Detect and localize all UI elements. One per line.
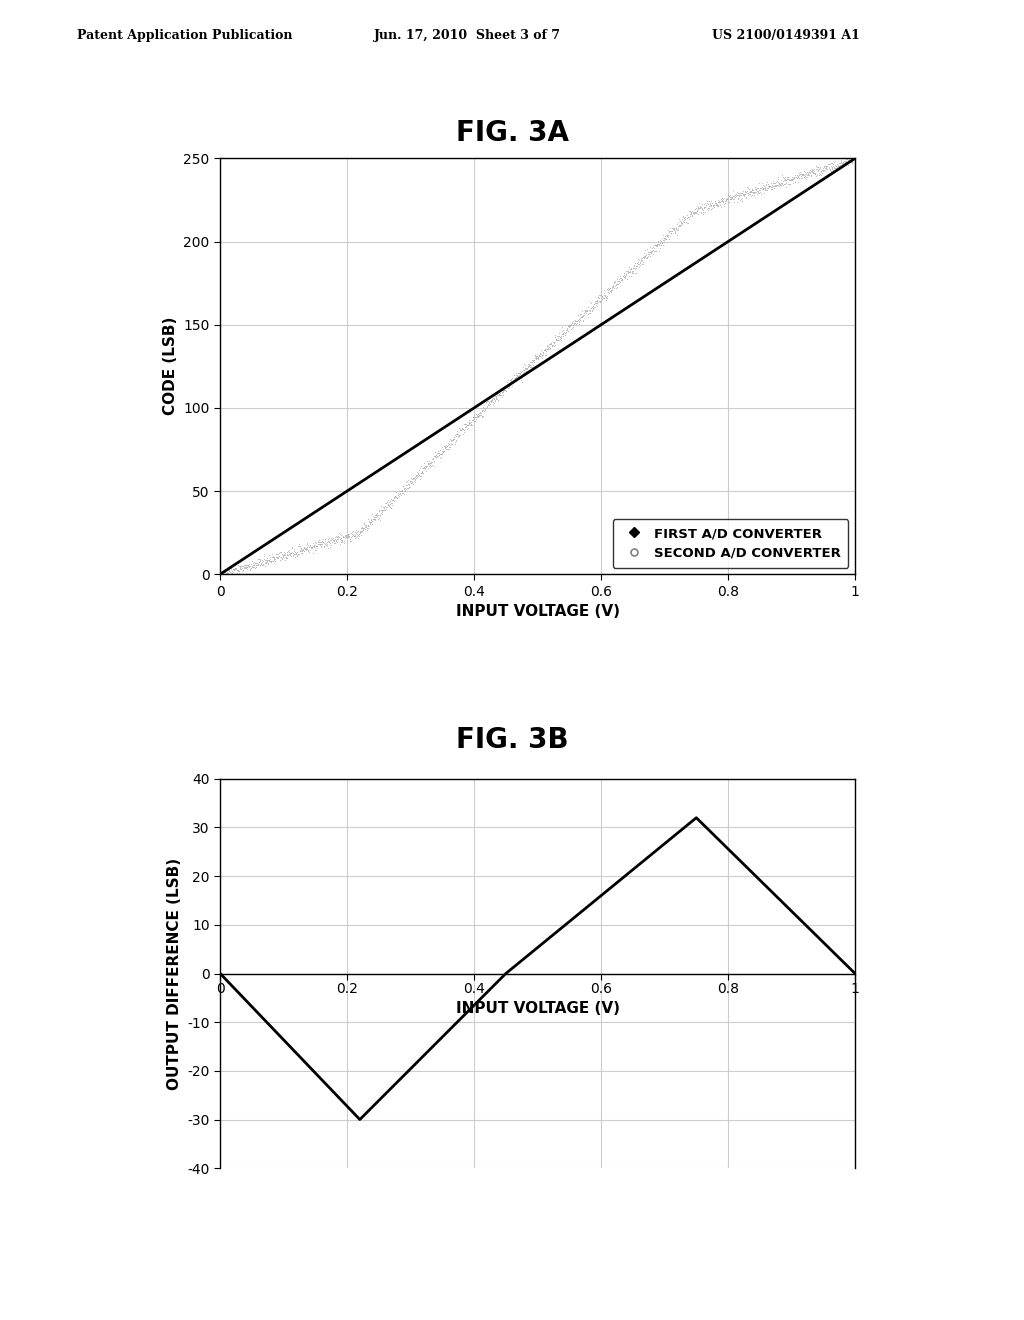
Text: Patent Application Publication: Patent Application Publication [77, 29, 292, 42]
X-axis label: INPUT VOLTAGE (V): INPUT VOLTAGE (V) [456, 605, 620, 619]
Y-axis label: CODE (LSB): CODE (LSB) [163, 317, 178, 416]
Legend: FIRST A/D CONVERTER, SECOND A/D CONVERTER: FIRST A/D CONVERTER, SECOND A/D CONVERTE… [612, 519, 849, 568]
Text: FIG. 3B: FIG. 3B [456, 726, 568, 754]
Y-axis label: OUTPUT DIFFERENCE (LSB): OUTPUT DIFFERENCE (LSB) [167, 858, 181, 1089]
X-axis label: INPUT VOLTAGE (V): INPUT VOLTAGE (V) [456, 1002, 620, 1016]
Text: US 2100/0149391 A1: US 2100/0149391 A1 [712, 29, 859, 42]
Text: FIG. 3A: FIG. 3A [456, 119, 568, 147]
Text: Jun. 17, 2010  Sheet 3 of 7: Jun. 17, 2010 Sheet 3 of 7 [374, 29, 561, 42]
